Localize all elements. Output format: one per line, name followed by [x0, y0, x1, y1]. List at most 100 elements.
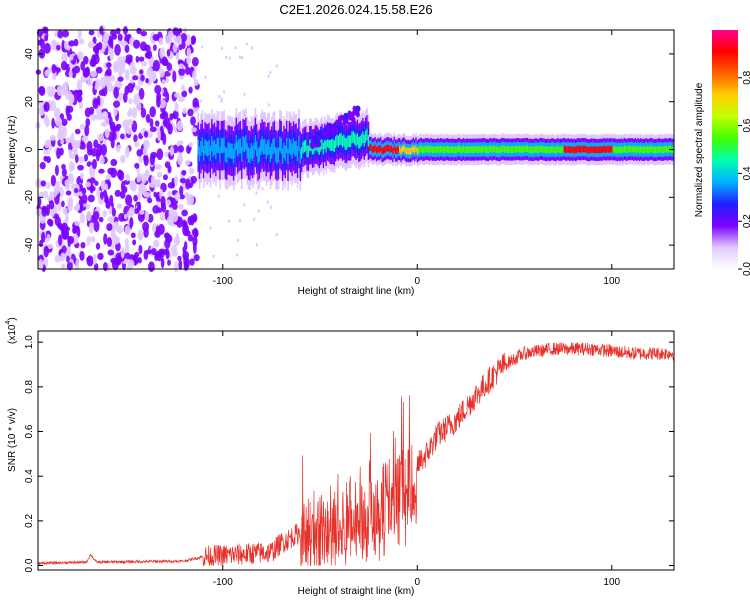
spectrogram-cell — [73, 65, 81, 74]
spectrogram-cell — [177, 145, 185, 153]
spectrogram-cell — [639, 145, 642, 153]
spectrogram-cell — [186, 57, 192, 65]
spectrogram-cell — [110, 158, 118, 167]
spectrogram-cell — [159, 69, 165, 78]
spectrogram-cell — [165, 91, 170, 103]
spectrogram-cell — [91, 158, 97, 170]
spectrogram-cell — [169, 145, 175, 156]
spectrogram-cell — [192, 213, 198, 223]
spectrogram-cell — [45, 117, 50, 128]
spectrogram-cell — [81, 136, 89, 142]
spectrogram-cell — [65, 190, 72, 196]
spectrogram-cell — [269, 147, 272, 163]
spectrogram-cell — [299, 148, 302, 164]
spectrogram-cell — [124, 252, 131, 260]
spectrogram-cell — [333, 140, 336, 153]
spectrogram-cell — [275, 147, 277, 163]
spectrogram-cell — [167, 182, 175, 189]
spectrogram-cell — [85, 204, 91, 210]
spectrogram-cell — [265, 144, 268, 160]
spectrogram-cell — [89, 106, 95, 115]
spectrogram-cell — [109, 194, 114, 206]
spectrogram-cell — [325, 124, 330, 131]
snr-y-tick-label: 0.8 — [24, 379, 35, 393]
spectrogram-cell — [125, 173, 130, 182]
spectrogram-cell — [570, 146, 573, 153]
spectrogram-cell — [377, 145, 379, 153]
spectrogram-cell — [644, 146, 646, 154]
spectrogram-cell — [324, 137, 326, 149]
spectrogram-cell — [537, 146, 540, 154]
spectrogram-cell — [57, 201, 62, 212]
colorbar-tick-label: 0.6 — [742, 118, 750, 132]
spectrogram-cell — [439, 145, 442, 153]
spectrogram-cell — [132, 75, 139, 81]
spectrogram-x-ticks: -100 0 100 — [213, 30, 621, 287]
spectrogram-cell — [223, 137, 225, 153]
spectrogram-cell — [264, 139, 266, 155]
spectrogram-cell — [81, 194, 88, 204]
spectrogram-cell — [69, 53, 74, 61]
spectrogram-cell — [136, 175, 141, 183]
spectrogram-cell — [113, 100, 121, 108]
spectrogram-cell — [610, 145, 612, 153]
spectrogram-cell — [600, 146, 603, 153]
spectrogram-cell — [158, 223, 165, 235]
spectrogram-cell — [563, 145, 566, 153]
spectrogram-cell — [159, 47, 165, 60]
spectrogram-cell — [172, 70, 177, 83]
spectrogram-cell — [332, 138, 334, 151]
spectrogram-cell — [386, 144, 389, 152]
spectrogram-cell — [113, 86, 119, 99]
spectrogram-cell — [130, 232, 136, 239]
spectrogram-cell — [413, 147, 416, 154]
spectrogram-cell — [133, 208, 140, 214]
spectrogram-cell — [119, 190, 126, 199]
spectrogram-cell — [149, 126, 157, 133]
spectrogram-cell — [173, 236, 181, 246]
spectrogram-cell — [60, 252, 66, 260]
spectrogram-cell — [108, 205, 113, 215]
spectrogram-cell — [158, 99, 167, 109]
spectrogram-cell — [43, 245, 49, 258]
spectrogram-cell — [590, 145, 593, 153]
spectrogram-cell — [136, 101, 142, 111]
spectrogram-cell — [487, 146, 490, 154]
spectrogram-cell — [166, 48, 171, 57]
spectrogram-cell — [201, 45, 204, 49]
spectrogram-cell — [546, 146, 548, 154]
spectrogram-cell — [322, 142, 325, 155]
spectrogram-cell — [129, 65, 137, 75]
spectrogram-cell — [190, 175, 197, 184]
spectrogram-cell — [124, 34, 130, 44]
spectrogram-cell — [326, 135, 329, 148]
spectrogram-cell — [586, 146, 589, 154]
spectrogram-cell — [134, 162, 140, 169]
spectrogram-cell — [106, 236, 113, 248]
spectrogram-cell — [190, 36, 196, 45]
spectrogram-cell — [44, 34, 49, 42]
spectrogram-cell — [262, 139, 265, 155]
spectrogram-cell — [382, 147, 385, 155]
spectrogram-cell — [450, 146, 453, 154]
spectrogram-cell — [188, 167, 195, 175]
spectrogram-cell — [81, 187, 87, 195]
spectrogram-cell — [526, 145, 529, 153]
spectrogram-cell — [479, 145, 481, 153]
snr-x-ticks: -100 0 100 — [213, 331, 621, 588]
spectrogram-cell — [209, 226, 212, 230]
spectrogram-cell — [190, 116, 196, 126]
spectrogram-cell — [87, 76, 93, 87]
spectrogram-cell — [212, 254, 215, 258]
spectrogram-cell — [198, 146, 201, 162]
spectrogram-cell — [654, 146, 657, 154]
spectrogram-cell — [35, 178, 42, 188]
spectrogram-cell — [77, 164, 84, 171]
spectrogram-cell — [528, 146, 530, 154]
spectrogram-cell — [251, 145, 254, 161]
spectrogram-cell — [642, 146, 645, 154]
spectrogram-cell — [267, 74, 270, 78]
spectrogram-cell — [217, 194, 220, 198]
spectrogram-cell — [161, 56, 168, 67]
spectrogram-cell — [541, 145, 544, 153]
